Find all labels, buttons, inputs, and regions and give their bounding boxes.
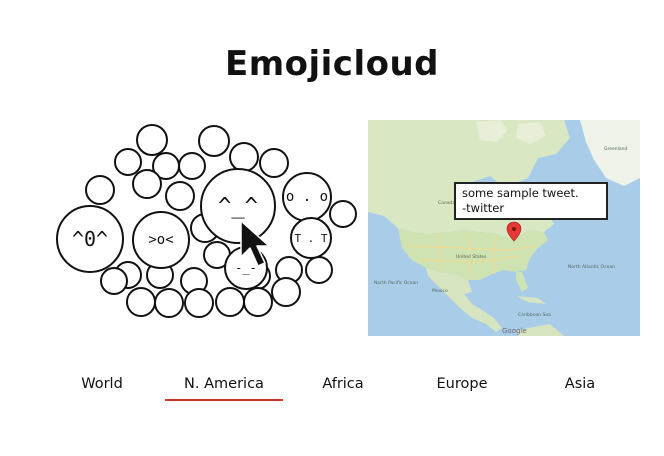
emoji-bubble[interactable] (243, 287, 273, 317)
map-label-caribbean: Caribbean Sea (518, 312, 551, 318)
emoji-bubble[interactable] (132, 169, 162, 199)
emoji-bubble[interactable] (136, 124, 168, 156)
tweet-map[interactable]: United States Canada Mexico North Atlant… (368, 120, 640, 336)
emoji-label: ^_^ (218, 193, 258, 219)
map-label-mexico: Mexico (432, 288, 448, 294)
tab-asia[interactable]: Asia (564, 376, 596, 392)
location-pin-icon[interactable] (506, 221, 522, 242)
tweet-popup: some sample tweet. -twitter (454, 182, 608, 220)
emoji-bubble[interactable] (126, 287, 156, 317)
tab-africa[interactable]: Africa (322, 376, 364, 392)
tweet-text: some sample tweet. (462, 186, 579, 200)
emoji-bubble[interactable] (85, 175, 115, 205)
emoji-label: o . o (285, 189, 329, 205)
emoji-bubble-grin[interactable]: ^0^ (56, 205, 124, 273)
emoji-bubble-squint[interactable]: >o< (132, 211, 190, 269)
emoji-label: -_- (235, 261, 257, 275)
emoji-label: T . T (294, 231, 328, 245)
emoji-bubble[interactable] (178, 152, 206, 180)
map-label-north-atlantic: North Atlantic Ocean (568, 264, 615, 270)
emoji-bubble[interactable] (100, 267, 128, 295)
map-attribution: Google (502, 327, 527, 335)
map-label-north-pacific: North Pacific Ocean (374, 280, 418, 286)
emoji-bubble[interactable] (329, 200, 357, 228)
page-title: Emojicloud (224, 44, 440, 84)
emoji-label: >o< (148, 232, 174, 248)
emoji-bubble[interactable] (305, 256, 333, 284)
tab-n-america[interactable]: N. America (165, 373, 283, 401)
emoji-bubble-happy[interactable]: ^_^ (200, 168, 276, 244)
region-tabs: World N. America Africa Europe Asia (0, 373, 664, 403)
emoji-bubble[interactable] (198, 125, 230, 157)
emoji-bubble[interactable] (184, 288, 214, 318)
map-label-united-states: United States (456, 254, 487, 260)
map-label-canada: Canada (438, 200, 455, 206)
emoji-bubble-deadpan[interactable]: -_- (224, 246, 268, 290)
emoji-bubble-crying[interactable]: T . T (290, 217, 332, 259)
map-label-greenland: Greenland (604, 146, 627, 152)
tab-europe[interactable]: Europe (436, 376, 488, 392)
tweet-source: -twitter (462, 201, 505, 215)
north-america-map: United States Canada Mexico North Atlant… (368, 120, 640, 336)
emoji-bubble[interactable] (229, 142, 259, 172)
emoji-bubble[interactable] (271, 277, 301, 307)
emoji-bubble-cloud: ^0^ >o< ^_^ o . o T . T -_- (48, 122, 364, 328)
emoji-bubble[interactable] (165, 181, 195, 211)
emoji-bubble-surprised[interactable]: o . o (282, 172, 332, 222)
emoji-bubble[interactable] (215, 287, 245, 317)
tab-world[interactable]: World (81, 376, 123, 392)
emoji-label: ^0^ (71, 227, 109, 251)
emoji-bubble[interactable] (259, 148, 289, 178)
emoji-bubble[interactable] (154, 288, 184, 318)
